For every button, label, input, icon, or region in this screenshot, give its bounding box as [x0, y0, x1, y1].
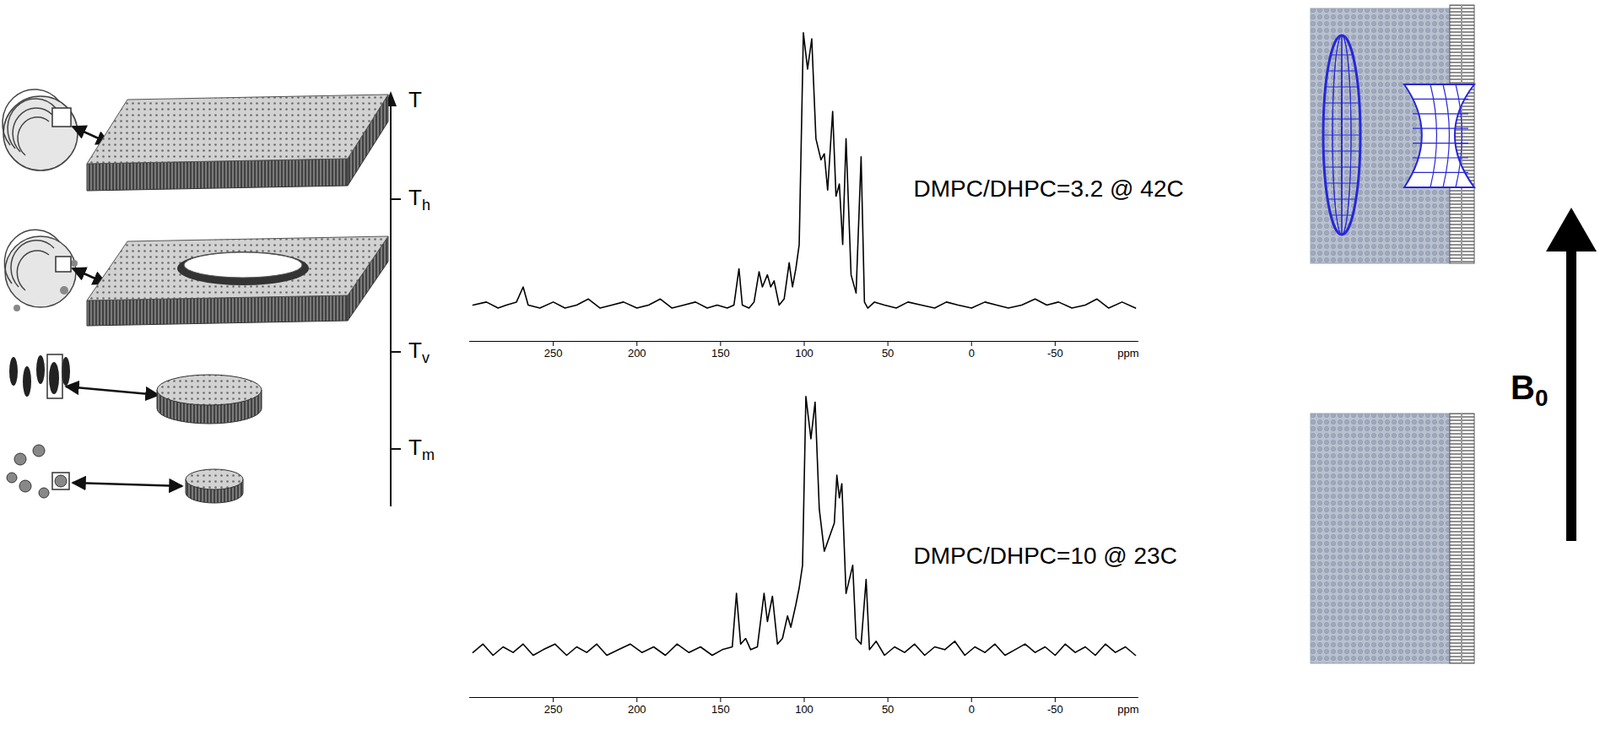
svg-text:50: 50 — [881, 702, 894, 716]
svg-text:200: 200 — [627, 702, 647, 716]
svg-text:DMPC/DHPC=3.2 @ 42C: DMPC/DHPC=3.2 @ 42C — [913, 175, 1184, 202]
svg-text:-50: -50 — [1047, 346, 1064, 360]
svg-text:100: 100 — [794, 346, 814, 360]
svg-text:-50: -50 — [1047, 702, 1064, 716]
svg-text:250: 250 — [544, 702, 563, 716]
svg-text:200: 200 — [627, 346, 647, 360]
svg-text:Th: Th — [408, 184, 431, 214]
svg-text:150: 150 — [711, 702, 730, 716]
svg-text:DMPC/DHPC=10 @ 23C: DMPC/DHPC=10 @ 23C — [913, 542, 1178, 569]
svg-text:Tm: Tm — [408, 434, 435, 464]
svg-text:B0: B0 — [1510, 368, 1548, 412]
svg-text:150: 150 — [711, 346, 730, 360]
svg-text:ppm: ppm — [1117, 346, 1139, 360]
svg-text:0: 0 — [968, 702, 975, 716]
svg-text:Tv: Tv — [408, 337, 430, 367]
svg-text:50: 50 — [881, 346, 894, 360]
svg-text:ppm: ppm — [1117, 702, 1139, 716]
svg-text:250: 250 — [544, 346, 563, 360]
svg-text:100: 100 — [794, 702, 814, 716]
svg-text:T: T — [408, 86, 422, 113]
svg-text:0: 0 — [968, 346, 975, 360]
